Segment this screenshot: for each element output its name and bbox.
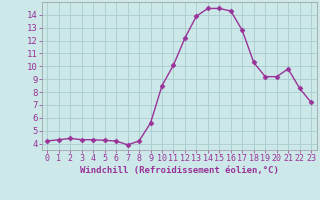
X-axis label: Windchill (Refroidissement éolien,°C): Windchill (Refroidissement éolien,°C) xyxy=(80,166,279,175)
